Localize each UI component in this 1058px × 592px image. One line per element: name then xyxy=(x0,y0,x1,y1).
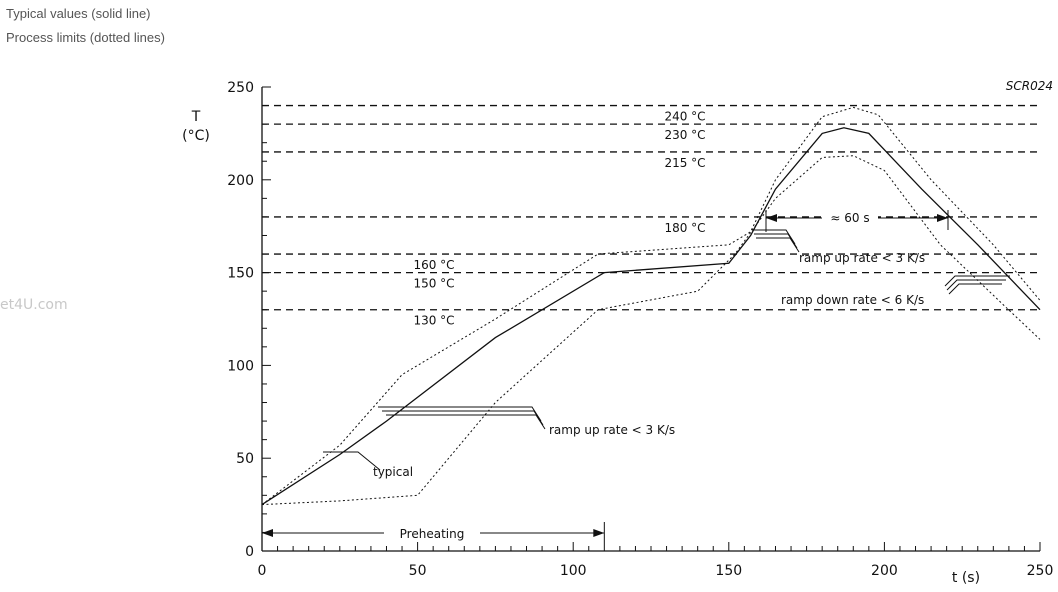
x-tick-label: 0 xyxy=(258,563,267,579)
x-tick-label: 200 xyxy=(871,563,898,579)
x-axis-label: t (s) xyxy=(952,570,980,586)
y-tick-label: 200 xyxy=(227,173,254,189)
preheating-arrow-head-right xyxy=(593,529,605,537)
y-tick-label: 100 xyxy=(227,358,254,374)
reference-label: 160 °C xyxy=(413,258,454,272)
ramp-up-bracket xyxy=(754,233,798,249)
legend-limits: Process limits (dotted lines) xyxy=(6,30,165,45)
reference-label: 215 °C xyxy=(664,156,705,170)
typical-label: typical xyxy=(373,465,413,479)
duration-label: ≈ 60 s xyxy=(830,211,869,225)
ramp-up-label-1: ramp up rate < 3 K/s xyxy=(549,423,675,437)
y-tick-label: 150 xyxy=(227,266,254,282)
y-axis-unit: (°C) xyxy=(182,128,210,144)
reference-label: 240 °C xyxy=(664,110,705,124)
reference-label: 180 °C xyxy=(664,221,705,235)
y-tick-label: 250 xyxy=(227,80,254,96)
y-tick-label: 0 xyxy=(245,544,254,560)
y-tick-label: 50 xyxy=(236,451,254,467)
preheating-label-bg xyxy=(384,523,480,542)
reference-label: 230 °C xyxy=(664,128,705,142)
reference-label: 130 °C xyxy=(413,314,454,328)
legend-typical: Typical values (solid line) xyxy=(6,6,151,21)
limit-curve xyxy=(261,106,1041,505)
ramp-down-label: ramp down rate < 6 K/s xyxy=(781,293,924,307)
preheating-label: Preheating xyxy=(400,527,465,541)
ramp-up-bracket xyxy=(756,237,800,253)
duration-arrow-head-left xyxy=(766,214,777,222)
duration-label-bg xyxy=(822,209,878,226)
ramp-up-bracket xyxy=(386,414,546,430)
ramp-down-bracket xyxy=(948,283,1002,295)
limit-curve xyxy=(261,155,1041,506)
ramp-down-bracket xyxy=(944,275,1010,287)
x-tick-label: 100 xyxy=(560,563,587,579)
y-axis-symbol: T xyxy=(191,109,201,125)
axes: 0 50 100 150 200 250 0 50 100 150 200 250 T (°C) t (s)… xyxy=(182,79,1053,586)
annotations: typical ramp up rate < 3 K/s ramp up rate … xyxy=(262,209,1010,546)
duration-arrow-head-right xyxy=(937,214,948,222)
chart-code: SCR024 xyxy=(1006,79,1053,93)
x-tick-label: 150 xyxy=(715,563,742,579)
preheating-arrow-head-left xyxy=(262,529,273,537)
reference-label: 150 °C xyxy=(413,277,454,291)
watermark: et4U.com xyxy=(0,297,68,313)
reference-lines: 240 °C 230 °C 215 °C 180 °C 160 °C 150 °C 130 … xyxy=(262,104,1040,328)
x-tick-label: 250 xyxy=(1027,563,1054,579)
typical-leader xyxy=(323,451,381,471)
typical-curve xyxy=(261,127,1041,506)
ramp-up-bracket xyxy=(752,229,796,245)
x-tick-label: 50 xyxy=(409,563,427,579)
ramp-down-bracket xyxy=(946,279,1006,291)
ramp-up-bracket xyxy=(382,410,544,426)
ramp-up-label-2: ramp up rate < 3 K/s xyxy=(799,251,925,265)
